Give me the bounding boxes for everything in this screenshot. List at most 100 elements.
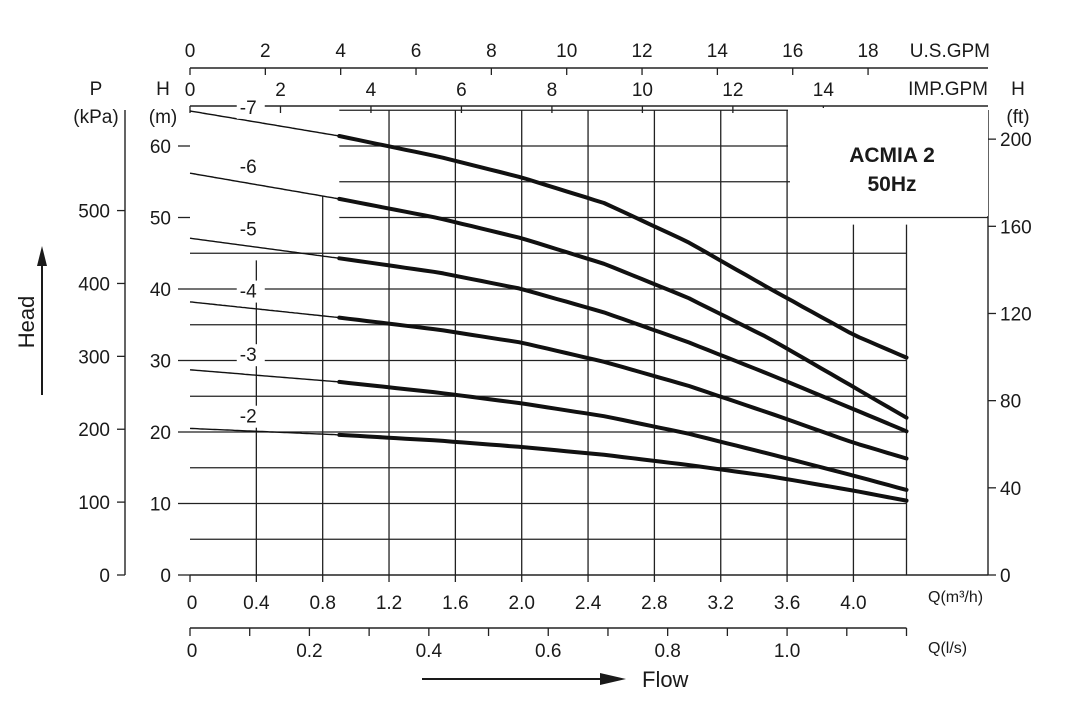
usgpm-tick-label: 18 bbox=[857, 41, 878, 62]
pressure-tick-label: 0 bbox=[99, 566, 110, 587]
flow-ls-tick-label: 0.4 bbox=[416, 641, 443, 662]
head-m-tick-label: 20 bbox=[150, 423, 171, 444]
flow-m3h-tick-label: 1.6 bbox=[442, 593, 468, 614]
head-m-tick-label: 50 bbox=[150, 209, 171, 230]
impgpm-axis-label: IMP.GPM bbox=[908, 79, 988, 100]
pressure-tick-label: 400 bbox=[78, 274, 110, 295]
impgpm-tick-label: 14 bbox=[813, 80, 835, 101]
impgpm-tick-label: 12 bbox=[722, 80, 743, 101]
pressure-tick-label: 300 bbox=[78, 347, 110, 368]
flow-ls-tick-label: 0.6 bbox=[535, 641, 561, 662]
flow-label: Flow bbox=[642, 667, 689, 692]
series-curve-thin bbox=[189, 427, 340, 436]
usgpm-tick-label: 14 bbox=[707, 41, 729, 62]
flow-axis-title: Flow bbox=[422, 667, 689, 692]
series-curve-thin bbox=[189, 369, 340, 383]
series-curve-thin bbox=[189, 110, 340, 137]
title-box bbox=[790, 108, 988, 216]
flow-ls-tick-label: 0 bbox=[187, 641, 198, 662]
flow-arrow-head bbox=[600, 673, 626, 685]
series-label: -2 bbox=[240, 407, 257, 428]
series-curve-thin bbox=[189, 172, 340, 200]
flow-m3h-tick-label: 0.4 bbox=[243, 593, 270, 614]
head-m-tick-label: 40 bbox=[150, 280, 171, 301]
tick-labels: 0100200300400500010203040506004080120160… bbox=[78, 41, 1031, 662]
flow-ls-tick-label: 1.0 bbox=[774, 641, 800, 662]
series-curve-operating bbox=[337, 379, 909, 492]
flow-m3h-tick-label: 2.4 bbox=[575, 593, 602, 614]
pressure-tick-label: 500 bbox=[78, 202, 110, 223]
head-ft-tick-label: 80 bbox=[1000, 392, 1021, 413]
pressure-tick-label: 100 bbox=[78, 493, 110, 514]
impgpm-tick-label: 4 bbox=[366, 80, 377, 101]
head-m-tick-label: 60 bbox=[150, 137, 171, 158]
series-label-bg bbox=[236, 156, 265, 179]
series-curve-thin bbox=[189, 301, 340, 319]
series-group: -2 -3 -4 -5 -6 -7 bbox=[189, 96, 909, 503]
head-ft-tick-label: 40 bbox=[1000, 479, 1021, 500]
series-label-bg bbox=[236, 344, 265, 367]
head-m-axis-header: H bbox=[156, 79, 170, 100]
flow-m3h-tick-label: 0 bbox=[187, 593, 198, 614]
series-label-bg bbox=[236, 280, 265, 303]
head-m-tick-label: 30 bbox=[150, 352, 171, 373]
series-label: -6 bbox=[240, 157, 257, 178]
series-label: -4 bbox=[240, 282, 257, 303]
head-ft-axis-header: H bbox=[1011, 79, 1025, 100]
impgpm-tick-label: 10 bbox=[632, 80, 653, 101]
series-label: -3 bbox=[240, 345, 257, 366]
usgpm-tick-label: 8 bbox=[486, 41, 497, 62]
impgpm-tick-label: 2 bbox=[275, 80, 286, 101]
series-curve-operating bbox=[337, 196, 909, 420]
head-m-tick-label: 10 bbox=[150, 495, 171, 516]
flow-m3h-axis-label: Q(m³/h) bbox=[928, 589, 983, 606]
flow-ls-tick-label: 0.2 bbox=[296, 641, 322, 662]
series-curve-operating bbox=[337, 256, 909, 434]
impgpm-tick-label: 6 bbox=[456, 80, 467, 101]
pressure-axis-header: P bbox=[90, 79, 103, 100]
series-label-bg bbox=[236, 405, 265, 428]
flow-ls-tick-label: 0.8 bbox=[654, 641, 680, 662]
series-curve-operating bbox=[337, 315, 909, 461]
usgpm-tick-label: 0 bbox=[185, 41, 196, 62]
series-label: -5 bbox=[240, 219, 257, 240]
series-curve-thin bbox=[189, 237, 340, 259]
series-curve-operating bbox=[337, 134, 909, 360]
flow-m3h-tick-label: 1.2 bbox=[376, 593, 402, 614]
usgpm-tick-label: 10 bbox=[556, 41, 577, 62]
pressure-axis-unit: (kPa) bbox=[73, 107, 118, 128]
head-label: Head bbox=[14, 296, 39, 349]
flow-m3h-tick-label: 0.8 bbox=[309, 593, 335, 614]
head-ft-tick-label: 160 bbox=[1000, 217, 1032, 238]
series-curve-operating bbox=[337, 432, 909, 503]
head-ft-axis-unit: (ft) bbox=[1006, 107, 1029, 128]
flow-m3h-tick-label: 2.8 bbox=[641, 593, 667, 614]
head-axis-title: Head bbox=[14, 246, 47, 395]
impgpm-tick-label: 0 bbox=[185, 80, 196, 101]
usgpm-tick-label: 16 bbox=[782, 41, 803, 62]
usgpm-axis-label: U.S.GPM bbox=[910, 41, 990, 62]
usgpm-tick-label: 4 bbox=[335, 41, 346, 62]
flow-ls-axis-label: Q(l/s) bbox=[928, 640, 967, 657]
head-m-axis-unit: (m) bbox=[149, 107, 177, 128]
head-ft-tick-label: 0 bbox=[1000, 566, 1011, 587]
flow-m3h-tick-label: 2.0 bbox=[509, 593, 535, 614]
flow-m3h-tick-label: 3.6 bbox=[774, 593, 800, 614]
series-label: -7 bbox=[240, 98, 257, 119]
series-label-bg bbox=[236, 96, 265, 119]
series-label-bg bbox=[236, 218, 265, 241]
usgpm-tick-label: 6 bbox=[411, 41, 422, 62]
chart-title: ACMIA 2 bbox=[849, 144, 935, 167]
head-arrow-head bbox=[37, 246, 47, 266]
usgpm-tick-label: 12 bbox=[631, 41, 652, 62]
head-m-tick-label: 0 bbox=[160, 566, 171, 587]
impgpm-tick-label: 8 bbox=[547, 80, 558, 101]
head-ft-tick-label: 120 bbox=[1000, 304, 1032, 325]
flow-m3h-tick-label: 4.0 bbox=[840, 593, 866, 614]
flow-m3h-tick-label: 3.2 bbox=[708, 593, 734, 614]
pressure-tick-label: 200 bbox=[78, 420, 110, 441]
usgpm-tick-label: 2 bbox=[260, 41, 271, 62]
chart-subtitle: 50Hz bbox=[867, 173, 916, 196]
head-ft-tick-label: 200 bbox=[1000, 130, 1032, 151]
